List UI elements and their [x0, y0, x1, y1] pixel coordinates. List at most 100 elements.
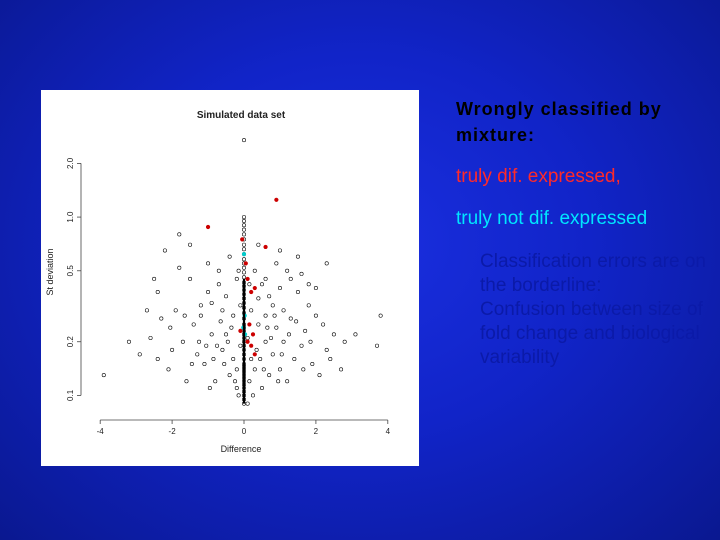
- data-point: [270, 303, 275, 308]
- data-point: [216, 282, 221, 287]
- data-point: [281, 339, 286, 344]
- data-point: [281, 308, 286, 313]
- data-point: [272, 313, 277, 318]
- data-point: [229, 325, 234, 330]
- data-point: [177, 232, 182, 237]
- data-point: [299, 271, 304, 276]
- data-point: [256, 296, 261, 301]
- slide-heading: Wrongly classified by mixture:: [456, 99, 662, 145]
- y-tick-label: 0.2: [66, 336, 75, 348]
- data-point: [155, 290, 160, 295]
- data-point: [242, 242, 247, 247]
- data-point: [233, 379, 238, 384]
- data-point: [234, 276, 239, 281]
- data-point: [220, 308, 225, 313]
- data-point: [321, 322, 326, 327]
- red-point: [205, 224, 211, 230]
- data-point: [261, 367, 266, 372]
- red-point: [252, 352, 257, 357]
- x-tick-label: 2: [314, 427, 319, 436]
- data-point: [286, 332, 291, 337]
- data-point: [202, 362, 207, 367]
- data-point: [242, 219, 247, 224]
- data-point: [277, 248, 282, 253]
- data-point: [206, 261, 211, 266]
- data-point: [313, 313, 318, 318]
- data-point: [299, 343, 304, 348]
- red-point: [238, 328, 243, 334]
- data-point: [225, 339, 230, 344]
- data-point: [270, 352, 275, 357]
- x-tick-label: 4: [386, 427, 391, 436]
- data-point: [339, 367, 344, 372]
- data-point: [236, 393, 241, 398]
- data-point: [317, 373, 322, 378]
- data-point: [294, 319, 299, 324]
- red-point: [252, 285, 257, 291]
- data-point: [324, 347, 329, 352]
- data-point: [173, 308, 178, 313]
- data-point: [231, 313, 236, 318]
- scatter-chart: Simulated data set Difference St deviati…: [45, 110, 391, 454]
- data-point: [256, 242, 261, 247]
- data-point: [236, 268, 241, 273]
- data-point: [137, 352, 142, 357]
- data-point: [227, 373, 232, 378]
- y-tick-label: 0.5: [66, 265, 75, 277]
- red-point: [274, 197, 279, 202]
- data-point: [249, 308, 254, 313]
- data-point: [342, 339, 347, 344]
- cyan-point: [241, 252, 247, 257]
- data-point: [215, 343, 220, 348]
- data-point: [242, 270, 247, 275]
- bullet-confusion: Confusion between size of fold change an…: [480, 299, 703, 368]
- data-point: [101, 373, 106, 378]
- red-point: [249, 343, 254, 348]
- data-point: [191, 322, 196, 327]
- data-point: [168, 325, 173, 330]
- data-point: [252, 268, 257, 273]
- data-point: [310, 362, 315, 367]
- data-point: [204, 343, 209, 348]
- data-point: [277, 286, 282, 291]
- data-point: [242, 257, 247, 262]
- data-point: [250, 393, 255, 398]
- chart-title: Simulated data set: [197, 110, 286, 121]
- data-point: [148, 335, 153, 340]
- data-point: [274, 261, 279, 266]
- data-point: [242, 275, 247, 280]
- data-point: [295, 254, 300, 259]
- data-point: [268, 335, 273, 340]
- data-point: [177, 265, 182, 270]
- data-point: [152, 276, 157, 281]
- points-layer: [101, 138, 383, 406]
- data-point: [258, 357, 263, 362]
- plot-panel: Simulated data set Difference St deviati…: [41, 90, 419, 466]
- data-point: [144, 308, 149, 313]
- data-point: [242, 227, 247, 232]
- x-tick-label: -2: [169, 427, 177, 436]
- data-point: [207, 386, 212, 391]
- data-point: [285, 268, 290, 273]
- y-tick-label: 2.0: [66, 157, 75, 169]
- data-point: [274, 325, 279, 330]
- data-point: [242, 223, 247, 228]
- data-point: [242, 265, 247, 270]
- data-point: [288, 316, 293, 321]
- data-point: [249, 357, 254, 362]
- data-point: [265, 325, 270, 330]
- data-point: [259, 386, 264, 391]
- red-point: [245, 276, 250, 282]
- y-axis-label: St deviation: [45, 248, 55, 295]
- bullet-classification-errors: Classification errors are on the borderl…: [480, 251, 706, 296]
- data-point: [263, 339, 268, 344]
- data-point: [242, 232, 247, 237]
- red-point: [247, 322, 252, 327]
- data-point: [180, 339, 185, 344]
- data-point: [303, 328, 308, 333]
- data-point: [306, 303, 311, 308]
- data-point: [263, 276, 268, 281]
- data-point: [162, 248, 167, 253]
- x-tick-label: 0: [242, 427, 247, 436]
- truly-dif-expressed-label: truly dif. expressed,: [456, 166, 621, 187]
